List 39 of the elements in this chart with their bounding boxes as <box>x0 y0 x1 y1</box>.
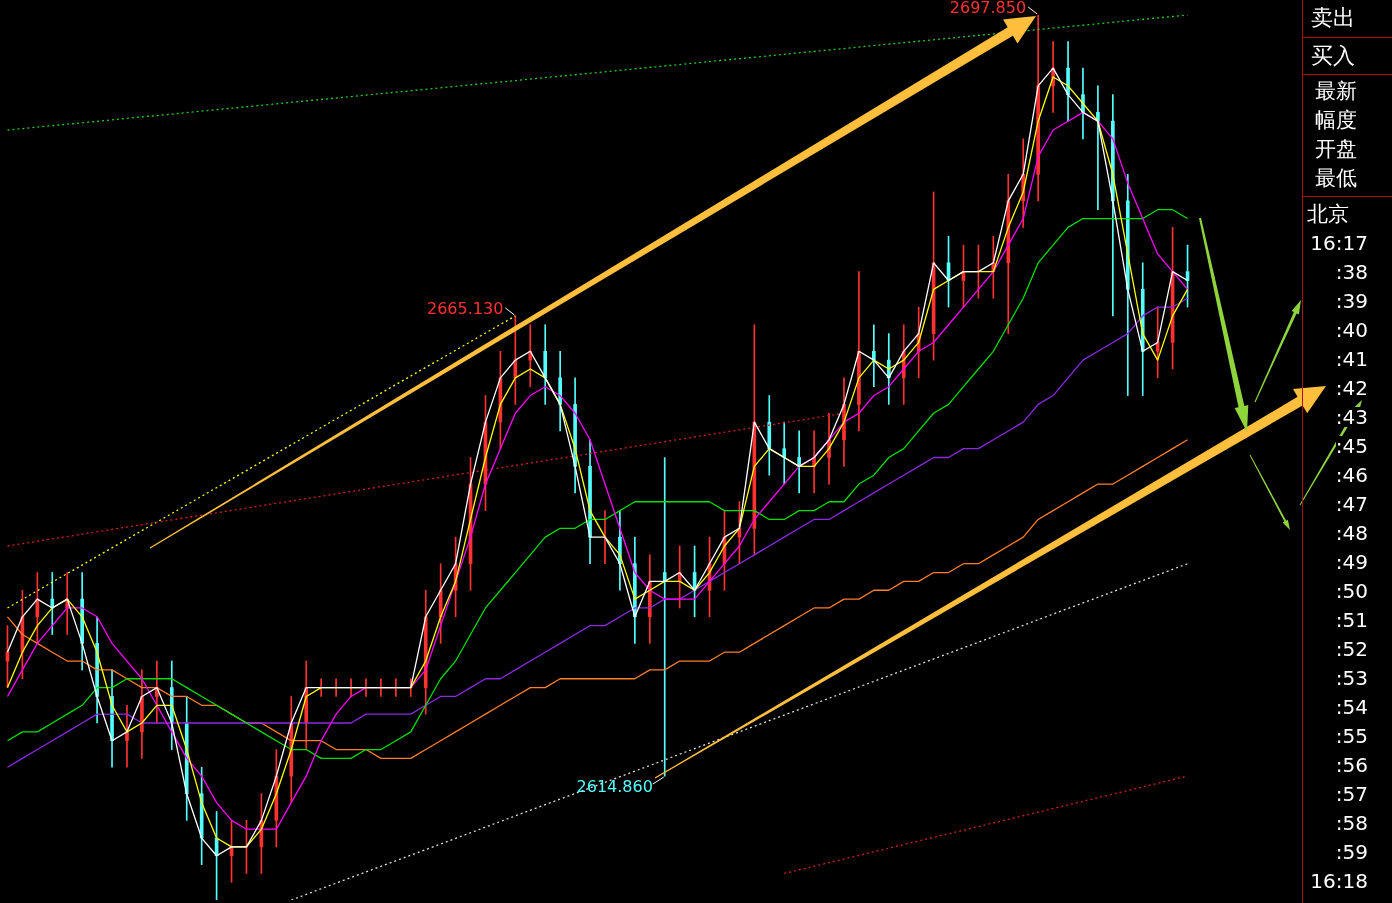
candlestick <box>662 457 667 777</box>
text: 16:17 <box>1310 231 1368 255</box>
text: :50 <box>1335 579 1368 603</box>
text: 开盘 <box>1315 137 1357 161</box>
candlestick <box>797 430 801 494</box>
text: 最新 <box>1315 79 1357 103</box>
text: 卖出 <box>1311 5 1355 30</box>
text: 16:18 <box>1310 869 1368 893</box>
text: :41 <box>1335 347 1368 371</box>
text: :42 <box>1335 376 1368 400</box>
candlestick <box>872 324 876 388</box>
annotation: 2614.860 <box>576 777 653 797</box>
annotation: 2697.850 <box>949 0 1027 18</box>
text: :57 <box>1335 782 1368 806</box>
text: :56 <box>1335 753 1368 777</box>
text: :38 <box>1335 260 1368 284</box>
text: :59 <box>1335 840 1368 864</box>
text: :47 <box>1335 492 1368 516</box>
text: :48 <box>1335 521 1368 545</box>
text: :54 <box>1335 695 1368 719</box>
text: 幅度 <box>1315 108 1357 132</box>
text: :39 <box>1335 289 1368 313</box>
text: :49 <box>1335 550 1368 574</box>
text: :51 <box>1335 608 1368 632</box>
candlestick <box>782 421 787 485</box>
text: :43 <box>1335 405 1368 429</box>
text: :46 <box>1335 463 1368 487</box>
text: 北京 <box>1307 202 1349 226</box>
text: :53 <box>1335 666 1368 690</box>
text: 最低 <box>1315 166 1357 190</box>
text: :55 <box>1335 724 1368 748</box>
text: :52 <box>1335 637 1368 661</box>
text: 买入 <box>1311 43 1355 68</box>
text: :40 <box>1335 318 1368 342</box>
candlestick <box>1096 85 1100 211</box>
text: :58 <box>1335 811 1368 835</box>
candlestick <box>125 704 129 768</box>
annotation: 2665.130 <box>427 299 504 319</box>
text: :45 <box>1335 434 1368 458</box>
